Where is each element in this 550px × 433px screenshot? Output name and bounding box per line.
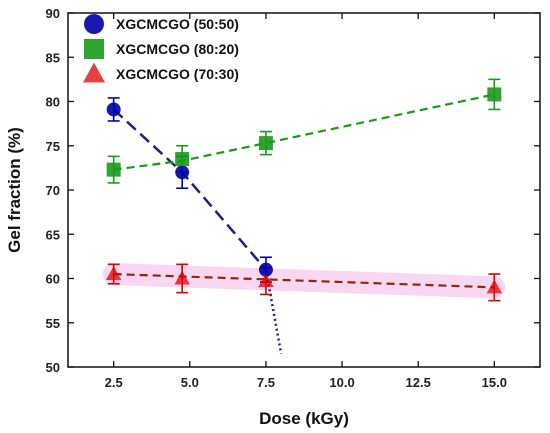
legend-marker-50-50 xyxy=(84,14,104,34)
axes-layer: 2.5 5.0 7.5 10.0 12.5 15.0 50 55 60 65 70 75 80 85 90 xyxy=(46,6,540,390)
y-tick-label: 60 xyxy=(46,272,60,287)
y-tick-label: 80 xyxy=(46,95,60,110)
point-80-20 xyxy=(175,152,190,167)
markers-layer xyxy=(105,87,503,294)
point-80-20 xyxy=(487,87,502,102)
legend-marker-80-20 xyxy=(84,39,104,59)
x-tick-label: 5.0 xyxy=(181,375,199,390)
point-70-30 xyxy=(174,270,190,285)
x-tick-label: 12.5 xyxy=(406,375,431,390)
x-axis-title: Dose (kGy) xyxy=(259,409,349,428)
point-80-20 xyxy=(258,136,273,151)
legend: XGCMCGO (50:50) XGCMCGO (80:20) XGCMCGO (7… xyxy=(83,14,239,83)
legend-label-50-50: XGCMCGO (50:50) xyxy=(116,16,239,32)
legend-label-70-30: XGCMCGO (70:30) xyxy=(116,66,239,82)
x-tick-label: 7.5 xyxy=(257,375,275,390)
legend-marker-70-30 xyxy=(83,62,105,83)
point-50-50 xyxy=(106,102,121,117)
y-axis-title: Gel fraction (%) xyxy=(5,127,24,253)
x-tick-label: 2.5 xyxy=(105,375,123,390)
fit-lines-layer xyxy=(112,93,495,354)
point-80-20 xyxy=(106,162,121,177)
y-tick-label: 55 xyxy=(46,316,60,331)
fit-extrapolation-50-50 xyxy=(264,269,283,354)
y-tick-label: 50 xyxy=(46,360,60,375)
y-tick-label: 85 xyxy=(46,50,60,65)
y-tick-label: 75 xyxy=(46,139,60,154)
y-tick-label: 65 xyxy=(46,227,60,242)
fit-line-70-30 xyxy=(113,272,495,289)
y-tick-label: 90 xyxy=(46,6,60,21)
point-50-50 xyxy=(258,262,273,277)
point-50-50 xyxy=(175,165,190,180)
point-70-30 xyxy=(258,273,274,288)
point-70-30 xyxy=(105,266,122,281)
x-tick-label: 15.0 xyxy=(482,375,507,390)
point-70-30 xyxy=(486,279,503,294)
x-tick-label: 10.0 xyxy=(329,375,354,390)
legend-label-80-20: XGCMCGO (80:20) xyxy=(116,41,239,57)
fit-line-50-50 xyxy=(112,108,267,271)
fit-line-80-20 xyxy=(113,93,495,171)
y-tick-label: 70 xyxy=(46,183,60,198)
